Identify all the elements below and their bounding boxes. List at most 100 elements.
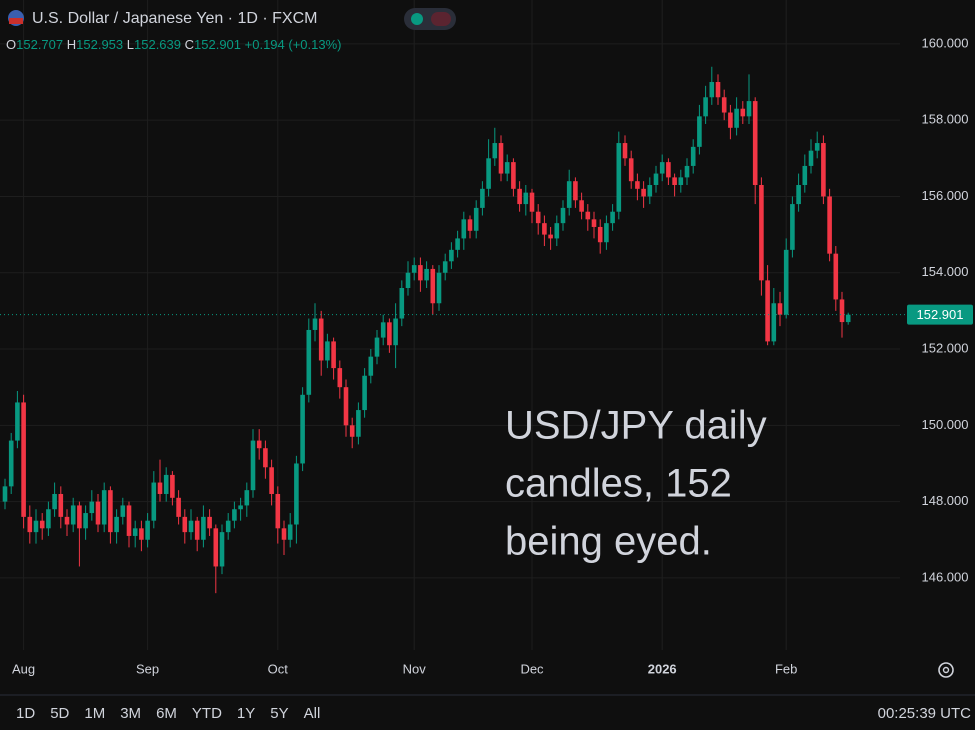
range-button[interactable]: 5Y [270,705,288,722]
y-tick-label: 146.000 [922,569,969,584]
candle-body [548,234,553,239]
candle-body [771,303,777,342]
candle-body [821,143,826,197]
candle-body [83,513,88,529]
candle-body [535,211,541,224]
candle-body [839,299,845,323]
candle-body [752,101,758,186]
y-tick-label: 150.000 [922,417,969,432]
candle-body [628,158,634,182]
range-button[interactable]: 6M [156,705,177,722]
candle-body [163,474,169,494]
range-button[interactable]: All [304,705,321,722]
y-tick-label: 156.000 [922,188,969,203]
flag-icon-stripe [9,18,23,24]
candle-body [194,520,200,540]
candle-body [64,516,70,525]
change-pct: (+0.13%) [288,37,341,52]
x-tick-label: Dec [520,661,544,676]
candle-body [238,505,243,510]
candle-body [635,181,640,189]
candle-body [362,375,367,411]
legend-label: C [185,37,194,52]
candle-body [95,501,101,525]
candle-body [709,82,715,98]
candle-body [554,223,560,239]
candle-body [511,162,516,189]
candle-body [653,173,659,186]
candle-body [39,520,45,529]
candle-body [622,143,628,159]
candle-body [77,505,82,529]
candle-body [585,211,591,220]
last-price-tag [907,304,973,325]
candle-body [281,528,287,540]
candle-body [827,196,832,254]
candle-body [802,165,808,186]
candle-body [579,200,584,212]
candle-body [542,223,547,235]
candle-body [740,108,746,117]
candle-body [684,165,690,178]
candle-body [504,162,510,174]
candle-body [566,181,572,208]
candle-body [46,509,51,529]
candle-body [120,505,126,517]
candle-body [201,516,206,540]
candle-body [170,474,175,498]
plot [0,66,908,594]
candle-body [89,501,95,514]
legend-value: 152.901 [194,37,241,52]
candle-body [356,410,361,437]
range-button[interactable]: YTD [192,705,222,722]
candle-body [157,482,163,494]
candle-body [114,516,119,533]
candle-body [58,493,64,517]
candle-body [213,528,219,567]
candle-body [418,265,423,281]
ohlc-legend: O152.707 H152.953 L152.639 C152.901 +0.1… [6,37,342,52]
candle-body [449,249,454,262]
change: +0.194 [245,37,285,52]
candle-body [399,287,405,319]
candle-body [269,467,274,494]
candle-body [33,520,39,533]
y-tick-label: 160.000 [922,35,969,50]
candle-body [678,177,684,186]
candle-body [442,261,448,273]
range-button[interactable]: 1M [84,705,105,722]
candle-body [573,181,578,201]
range-button[interactable]: 3M [120,705,141,722]
legend-label: H [67,37,76,52]
candle-body [108,490,113,533]
candle-body [765,280,770,342]
candle-body [424,268,429,281]
candle-body [176,497,181,517]
settings-icon[interactable] [938,662,954,678]
range-button[interactable]: 5D [50,705,69,722]
candle-body [666,162,671,178]
candle-body [275,493,281,529]
candle-body [411,265,417,273]
candle-body [591,219,597,227]
x-tick-label: Oct [268,661,289,676]
grid [0,0,900,650]
candle-body [318,318,324,361]
y-tick-label: 154.000 [922,264,969,279]
candle-body [814,143,820,151]
candle-body [659,162,665,174]
legend-value: 152.953 [76,37,123,52]
candle-body [250,440,256,491]
range-button[interactable]: 1Y [237,705,255,722]
delay-icon [431,12,451,26]
candle-body [182,516,188,533]
candle-body [734,108,739,128]
candle-body [2,486,8,502]
candle-body [387,322,392,346]
x-tick-label: Feb [775,661,797,676]
range-toolbar: 1D 5D 1M 3M 6M YTD 1Y 5Y All [16,705,320,722]
candle-body [70,505,76,525]
range-button[interactable]: 1D [16,705,35,722]
candle-body [331,341,336,369]
